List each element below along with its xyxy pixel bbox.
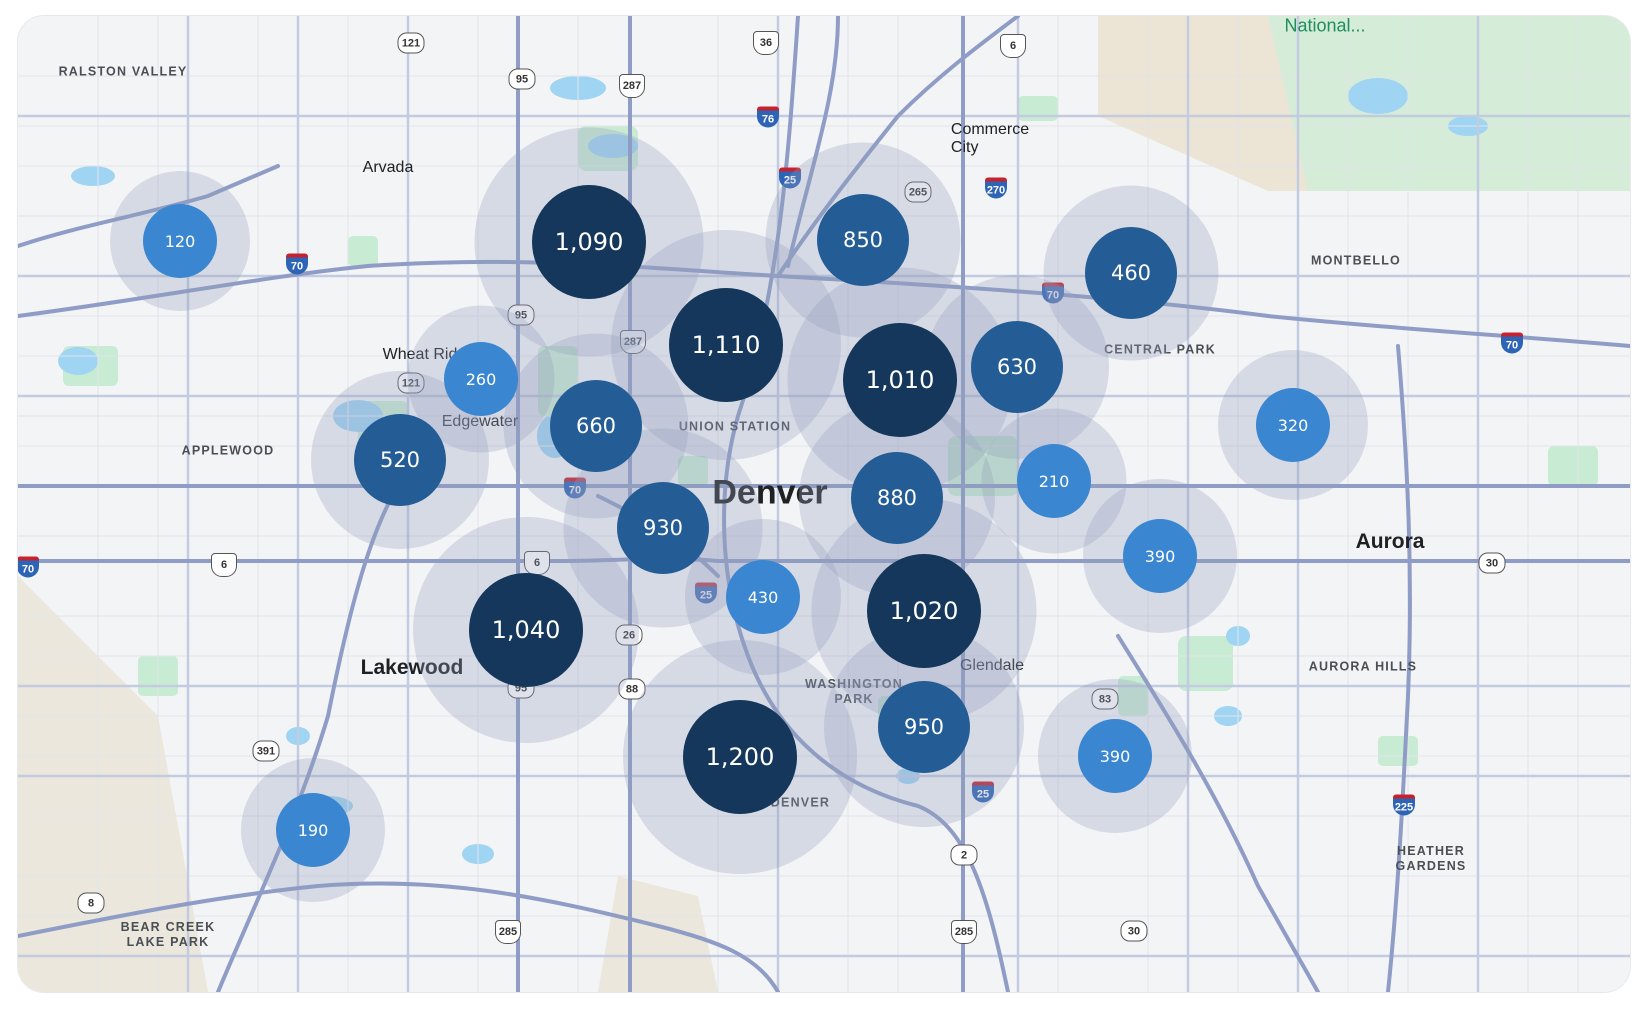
cluster-marker[interactable]: 430 bbox=[726, 560, 800, 634]
cluster-marker[interactable]: 1,040 bbox=[469, 573, 583, 687]
state-route-shield: 26 bbox=[615, 624, 643, 646]
state-route-shield: 121 bbox=[397, 372, 425, 394]
interstate-route-shield: 70 bbox=[18, 556, 39, 578]
cluster-marker[interactable]: 930 bbox=[617, 482, 709, 574]
cluster-marker[interactable]: 850 bbox=[817, 194, 909, 286]
place-label-national: National... bbox=[1284, 16, 1366, 36]
interstate-route-shield: 225 bbox=[1393, 794, 1415, 816]
place-label-montbello: MONTBELLO bbox=[1311, 253, 1401, 268]
interstate-route-shield: 270 bbox=[985, 177, 1007, 199]
place-label-washington-park: WASHINGTON PARK bbox=[805, 677, 903, 706]
state-route-shield: 30 bbox=[1478, 552, 1506, 574]
cluster-marker[interactable]: 1,200 bbox=[683, 700, 797, 814]
interstate-route-shield: 70 bbox=[286, 253, 308, 275]
land-tint bbox=[18, 576, 208, 992]
street-grid bbox=[18, 16, 1630, 992]
state-route-shield: 391 bbox=[252, 740, 280, 762]
us-route-shield: 285 bbox=[951, 920, 977, 944]
interstate-route-shield: 76 bbox=[757, 106, 779, 128]
place-label-wheat-ridge: Wheat Rid bbox=[382, 346, 458, 363]
us-route-shield: 6 bbox=[211, 553, 237, 577]
cluster-marker[interactable]: 660 bbox=[550, 380, 642, 472]
cluster-marker[interactable]: 1,020 bbox=[867, 554, 981, 668]
interstate-route-shield: 70 bbox=[1501, 332, 1523, 354]
us-route-shield: 285 bbox=[495, 920, 521, 944]
place-label-arvada: Arvada bbox=[362, 159, 414, 176]
place-label-ralston-valley: RALSTON VALLEY bbox=[58, 64, 188, 79]
place-label-denver: Denver bbox=[712, 473, 828, 512]
state-route-shield: 30 bbox=[1120, 920, 1148, 942]
cluster-marker[interactable]: 390 bbox=[1123, 519, 1197, 593]
us-route-shield: 287 bbox=[620, 330, 646, 354]
interstate-route-shield: 25 bbox=[972, 781, 994, 803]
cluster-marker[interactable]: 1,110 bbox=[669, 288, 783, 402]
us-route-shield: 287 bbox=[619, 74, 645, 98]
state-route-shield: 95 bbox=[508, 68, 536, 90]
cluster-marker[interactable]: 520 bbox=[354, 414, 446, 506]
state-route-shield: 88 bbox=[618, 678, 646, 700]
cluster-marker[interactable]: 190 bbox=[276, 793, 350, 867]
state-route-shield: 8 bbox=[77, 892, 105, 914]
cluster-marker[interactable]: 390 bbox=[1078, 719, 1152, 793]
place-label-union-station: UNION STATION bbox=[678, 419, 792, 434]
arterial-roads bbox=[18, 16, 1630, 992]
place-label-glendale: Glendale bbox=[959, 657, 1025, 674]
place-label-edgewater: Edgewater bbox=[441, 413, 519, 430]
cluster-marker[interactable]: 210 bbox=[1017, 444, 1091, 518]
place-label-aurora: Aurora bbox=[1355, 530, 1425, 553]
cluster-marker[interactable]: 950 bbox=[878, 681, 970, 773]
us-route-shield: 6 bbox=[524, 551, 550, 575]
state-route-shield: 2 bbox=[950, 844, 978, 866]
state-route-shield: 83 bbox=[1091, 688, 1119, 710]
cluster-marker[interactable]: 1,010 bbox=[843, 323, 957, 437]
cluster-marker[interactable]: 320 bbox=[1256, 388, 1330, 462]
us-route-shield: 36 bbox=[753, 31, 779, 55]
place-label-aurora-hills: AURORA HILLS bbox=[1308, 659, 1418, 674]
interstate-route-shield: 70 bbox=[1042, 282, 1064, 304]
state-route-shield: 95 bbox=[507, 304, 535, 326]
place-label-lakewood: Lakewood bbox=[360, 656, 464, 679]
cluster-marker[interactable]: 1,090 bbox=[532, 185, 646, 299]
cluster-marker[interactable]: 260 bbox=[444, 342, 518, 416]
cluster-marker[interactable]: 880 bbox=[851, 452, 943, 544]
place-label-commerce-city: Commerce City bbox=[950, 121, 1030, 156]
place-label-bear-creek: BEAR CREEK LAKE PARK bbox=[120, 920, 216, 949]
interstate-route-shield: 70 bbox=[564, 477, 586, 499]
state-route-shield: 121 bbox=[397, 32, 425, 54]
map-view[interactable]: Denver RALSTON VALLEY Arvada Commerce City N… bbox=[18, 16, 1630, 992]
us-route-shield: 6 bbox=[1000, 34, 1026, 58]
cluster-marker[interactable]: 630 bbox=[971, 321, 1063, 413]
place-label-central-park: CENTRAL PARK bbox=[1104, 342, 1216, 357]
cluster-marker[interactable]: 460 bbox=[1085, 227, 1177, 319]
interstate-route-shield: 25 bbox=[695, 582, 717, 604]
state-route-shield: 265 bbox=[904, 181, 932, 203]
place-label-applewood: APPLEWOOD bbox=[181, 443, 275, 458]
place-label-heather-gardens: HEATHER GARDENS bbox=[1395, 844, 1467, 873]
interstate-route-shield: 25 bbox=[779, 167, 801, 189]
cluster-marker[interactable]: 120 bbox=[143, 204, 217, 278]
national-wildlife-area bbox=[1268, 16, 1630, 191]
